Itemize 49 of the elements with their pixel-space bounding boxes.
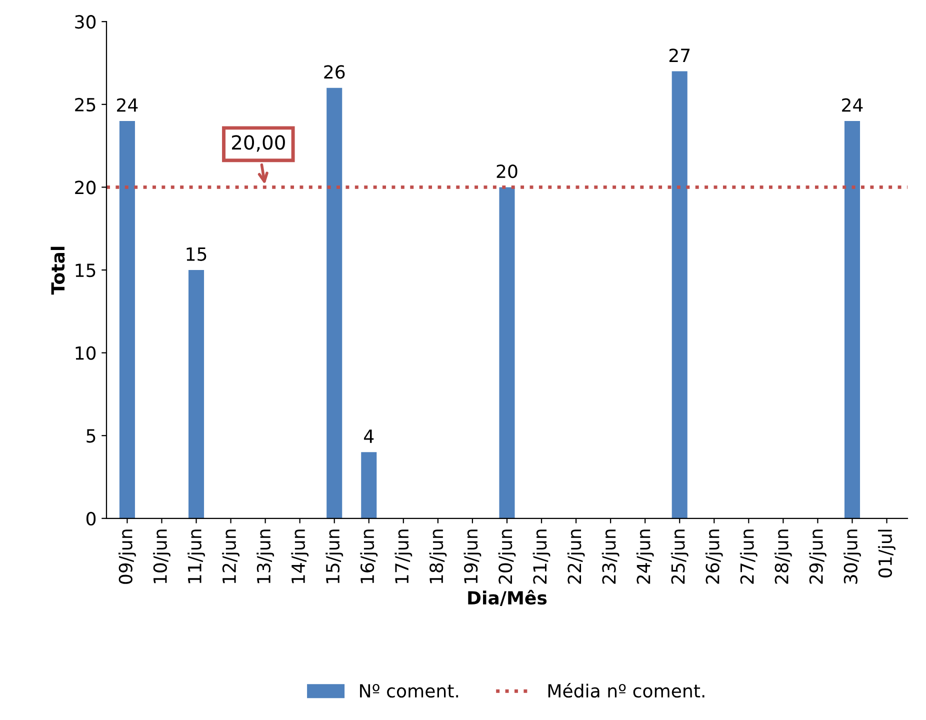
x-tick-label: 25/jun [670, 530, 688, 584]
x-tick-label: 30/jun [844, 530, 861, 584]
y-tick-label: 0 [86, 512, 96, 526]
legend-label: Nº coment. [360, 684, 458, 698]
bar [499, 187, 515, 518]
x-tick-label: 01/jul [878, 530, 896, 578]
x-tick-label: 13/jun [256, 530, 274, 584]
x-axis-title: Dia/Mês [468, 590, 547, 606]
data-label: 26 [324, 65, 345, 79]
x-tick-label: 22/jun [567, 530, 585, 584]
y-axis-title: Total [50, 246, 65, 295]
bar [672, 71, 688, 518]
bar [188, 270, 204, 518]
x-tick-label: 24/jun [636, 530, 654, 584]
y-tick-label: 25 [75, 98, 96, 112]
y-tick-label: 15 [76, 264, 96, 278]
y-tick-label: 30 [75, 15, 96, 29]
x-tick-label: 16/jun [360, 530, 378, 584]
bar [326, 88, 342, 518]
x-tick-label: 18/jun [429, 530, 447, 584]
data-label: 24 [117, 98, 138, 112]
x-tick-label: 09/jun [118, 530, 136, 584]
x-tick-label: 17/jun [394, 530, 412, 584]
y-tick-label: 5 [86, 429, 96, 443]
annotation: 20,00 [232, 135, 285, 152]
data-label: 20 [496, 164, 518, 178]
x-tick-label: 27/jun [740, 530, 758, 584]
x-tick-label: 21/jun [532, 530, 550, 584]
y-tick-label: 20 [75, 180, 96, 194]
data-label: 27 [669, 48, 690, 62]
x-tick-label: 20/jun [498, 530, 516, 584]
bar [844, 120, 860, 518]
bar [119, 120, 135, 518]
y-tick-label: 10 [76, 346, 96, 360]
x-tick-label: 29/jun [808, 530, 826, 584]
x-tick-label: 19/jun [464, 530, 482, 584]
x-tick-label: 10/jun [152, 530, 170, 584]
x-tick-label: 26/jun [705, 530, 723, 584]
data-label: 4 [364, 430, 374, 443]
x-tick-label: 15/jun [326, 530, 344, 584]
x-tick-label: 23/jun [602, 530, 620, 584]
legend-label: Média nº coment. [548, 682, 704, 698]
data-label: 24 [842, 98, 863, 112]
bar [361, 452, 377, 518]
x-tick-label: 28/jun [774, 530, 792, 584]
x-tick-label: 11/jun [188, 530, 205, 584]
data-label: 15 [186, 248, 206, 261]
x-tick-label: 14/jun [291, 530, 309, 584]
x-tick-label: 12/jun [222, 530, 240, 584]
